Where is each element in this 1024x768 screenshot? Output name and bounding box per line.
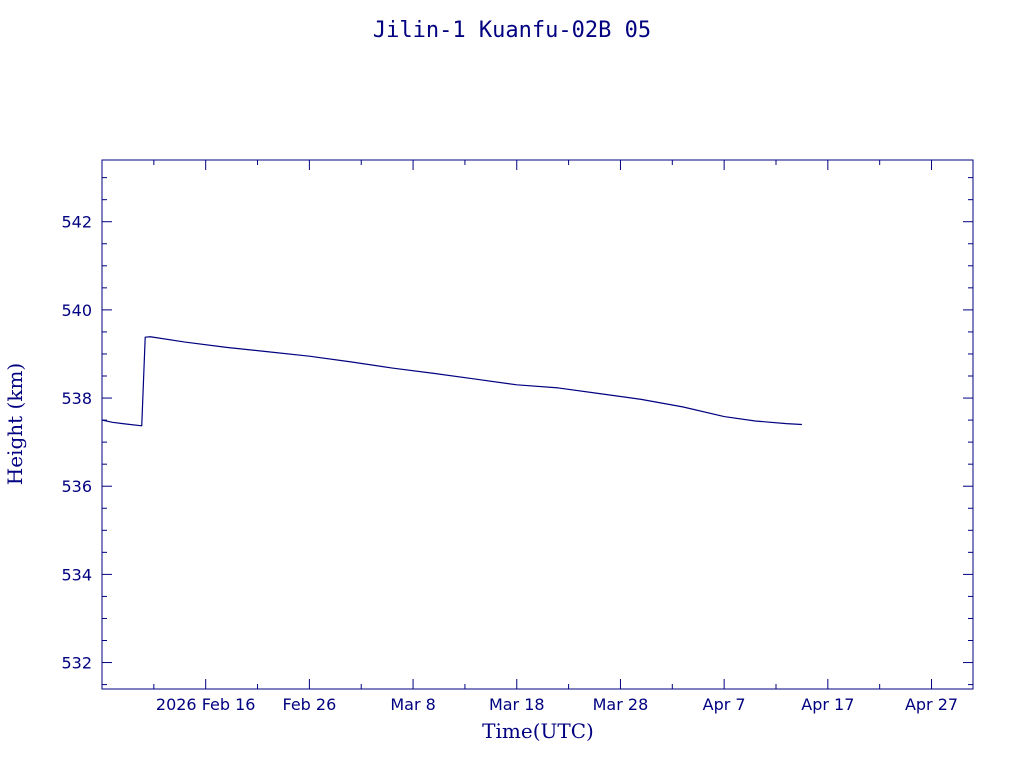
x-tick-label: Apr 17 — [801, 695, 854, 714]
x-axis-tick-labels: 2026 Feb 16 Feb 26 Mar 8 Mar 18 Mar 28 Apr 7 A… — [156, 695, 958, 714]
y-tick-label: 534 — [61, 565, 92, 584]
x-tick-label: 2026 Feb 16 — [156, 695, 256, 714]
x-tick-label: Feb 26 — [282, 695, 336, 714]
x-tick-label: Mar 28 — [593, 695, 649, 714]
series-line — [101, 336, 802, 427]
y-tick-label: 536 — [61, 477, 92, 496]
x-tick-label: Mar 8 — [390, 695, 435, 714]
chart-title: Jilin-1 Kuanfu-02B 05 — [373, 18, 651, 43]
y-axis-ticks — [102, 177, 973, 686]
x-axis-ticks — [153, 160, 933, 689]
x-tick-label: Apr 27 — [905, 695, 958, 714]
x-axis-label: Time(UTC) — [482, 719, 594, 743]
series-group — [101, 336, 802, 427]
y-tick-label: 540 — [61, 301, 92, 320]
y-tick-label: 542 — [61, 213, 92, 232]
y-axis-tick-labels: 532 534 536 538 540 542 — [61, 213, 92, 673]
y-tick-label: 538 — [61, 389, 92, 408]
plot-frame — [101, 159, 974, 690]
y-axis-label: Height (km) — [3, 363, 27, 485]
y-tick-label: 532 — [61, 654, 92, 673]
x-tick-label: Apr 7 — [703, 695, 746, 714]
x-tick-label: Mar 18 — [489, 695, 545, 714]
